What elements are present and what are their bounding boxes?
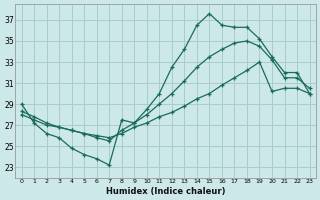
X-axis label: Humidex (Indice chaleur): Humidex (Indice chaleur) [106, 187, 225, 196]
